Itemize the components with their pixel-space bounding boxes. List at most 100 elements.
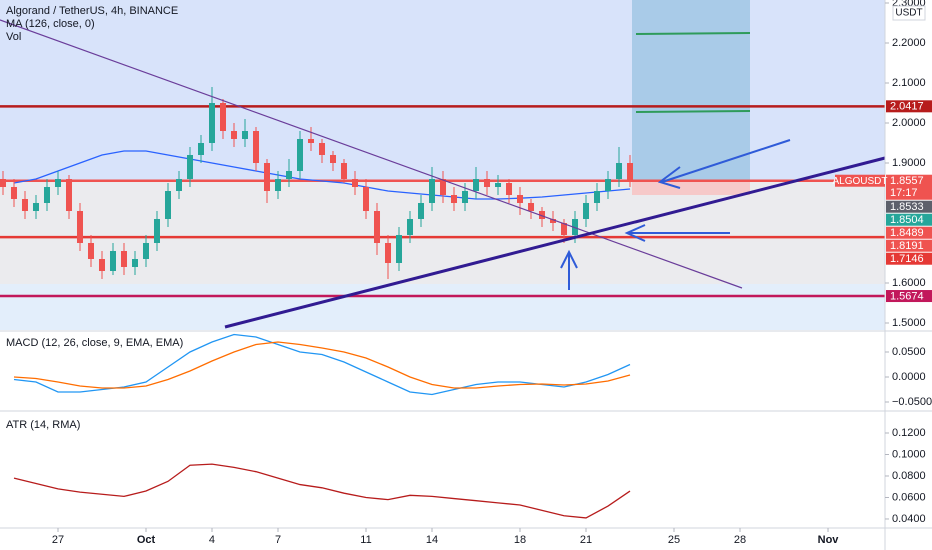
- trend-line: [0, 19, 743, 289]
- backgrounds: [0, 0, 885, 330]
- candle-body: [109, 251, 116, 271]
- zone-lower: [0, 284, 885, 330]
- candle-body: [164, 191, 171, 219]
- candle-body: [275, 179, 282, 191]
- candle-body: [352, 179, 359, 187]
- x-tick-label: 11: [360, 534, 371, 546]
- price-label-box: [886, 226, 932, 239]
- price-label-box: [886, 100, 932, 113]
- target-box: [632, 0, 750, 182]
- y-tick-label: 2.2000: [892, 37, 926, 49]
- price-label: 1.5674: [890, 290, 924, 302]
- candle-body: [330, 155, 337, 163]
- candle-body: [407, 219, 414, 235]
- candle-body: [197, 143, 204, 155]
- candle-body: [396, 235, 403, 263]
- candle-body: [594, 191, 601, 203]
- candle-body: [230, 131, 237, 139]
- macd-pane: [13, 333, 631, 396]
- x-tick-label: 7: [275, 534, 281, 546]
- price-label-box: [886, 174, 932, 200]
- candle-body: [561, 223, 568, 235]
- candle-body: [583, 203, 590, 219]
- candle-body: [186, 155, 193, 179]
- price-label: 1.8557: [890, 175, 924, 187]
- candle-body: [120, 251, 127, 267]
- currency: USDT: [895, 8, 922, 19]
- candle-body: [297, 139, 304, 171]
- currency-box: [892, 5, 926, 21]
- price-label: 1.8191: [890, 240, 924, 252]
- ma-legend: MA (126, close, 0): [6, 18, 95, 30]
- candle-body: [451, 195, 458, 203]
- target-line: [635, 32, 751, 35]
- candle-body: [495, 183, 502, 187]
- y-tick-label: 1.5000: [892, 317, 926, 329]
- candle-body: [241, 131, 248, 139]
- labels: Algorand / TetherUS, 4h, BINANCE MA (126…: [6, 5, 932, 431]
- countdown: 17:17: [890, 187, 918, 199]
- candle-body: [98, 259, 105, 271]
- macd-legend: MACD (12, 26, close, 9, EMA, EMA): [6, 337, 183, 349]
- candle-body: [131, 259, 138, 267]
- candle-body: [506, 183, 513, 195]
- x-tick-label: Oct: [137, 534, 156, 546]
- candle-body: [43, 187, 50, 203]
- atr-pane: [13, 463, 631, 519]
- candle-body: [308, 139, 315, 143]
- stop-box: [632, 182, 750, 195]
- candle-body: [175, 179, 182, 191]
- candle-body: [363, 187, 370, 211]
- candle-body: [65, 179, 72, 211]
- target-line: [635, 110, 751, 113]
- candle-body: [142, 243, 149, 259]
- drawings: [0, 19, 886, 329]
- price-label-box: [886, 239, 932, 252]
- price-label-box: [886, 200, 932, 213]
- candle-body: [605, 179, 612, 191]
- price-label: 1.8533: [890, 201, 924, 213]
- volume-legend: Vol: [6, 31, 21, 43]
- candle-body: [208, 103, 215, 143]
- candle-body: [429, 179, 436, 203]
- candle-body: [418, 203, 425, 219]
- candle-body: [484, 179, 491, 187]
- candle-body: [539, 211, 546, 219]
- atr-legend: ATR (14, RMA): [6, 419, 80, 431]
- symbol-label: ALGOUSDT: [832, 176, 887, 187]
- candle-body: [76, 211, 83, 243]
- y-tick-label: 2.1000: [892, 77, 926, 89]
- candle-body: [32, 203, 39, 211]
- x-tick-label: Nov: [818, 534, 840, 546]
- price-label-box: [886, 290, 932, 303]
- candle-body: [87, 243, 94, 259]
- candle-body: [374, 211, 381, 243]
- candle-body: [572, 219, 579, 235]
- candle-body: [219, 103, 226, 131]
- x-tick-label: 27: [52, 534, 64, 546]
- y-tick-label: −0.0500: [892, 396, 932, 408]
- y-tick-label: 2.3000: [892, 0, 926, 9]
- y-tick-label: 0.0000: [892, 371, 926, 383]
- symbol-title: Algorand / TetherUS, 4h, BINANCE: [6, 5, 178, 17]
- candle-body: [385, 243, 392, 263]
- x-tick-label: 28: [734, 534, 746, 546]
- arrow-head: [624, 224, 646, 242]
- y-tick-label: 1.6000: [892, 277, 926, 289]
- y-tick-label: 0.1200: [892, 427, 926, 439]
- candle-body: [517, 195, 524, 203]
- y-tick-label: 0.0600: [892, 491, 926, 503]
- price-label-box: [886, 252, 932, 265]
- price-label: 1.8489: [890, 227, 924, 239]
- price-label: 1.8504: [890, 214, 924, 226]
- candle-body: [440, 179, 447, 195]
- y-tick-label: 0.0800: [892, 470, 926, 482]
- candle-body: [627, 163, 634, 181]
- arrow: [661, 139, 791, 183]
- symbol-label-box: [835, 174, 885, 187]
- trend-line: [224, 156, 886, 329]
- zone-range: [0, 182, 885, 284]
- series-line: [13, 150, 631, 200]
